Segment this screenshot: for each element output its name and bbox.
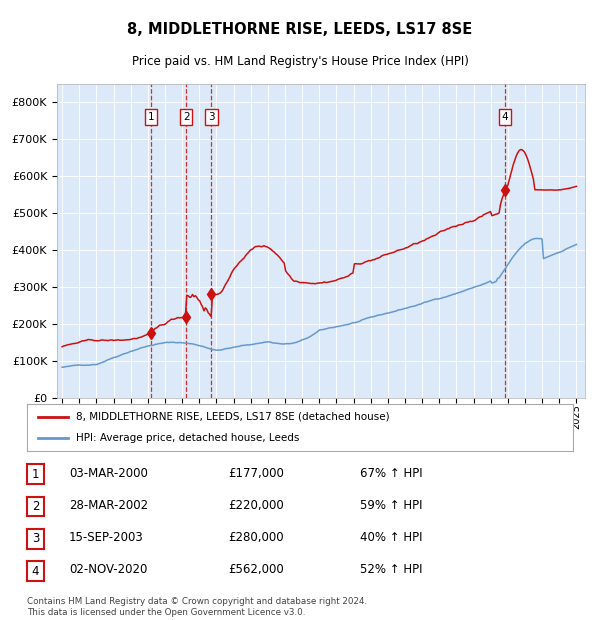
- Text: 3: 3: [32, 533, 39, 545]
- Text: 2: 2: [183, 112, 190, 122]
- Text: Contains HM Land Registry data © Crown copyright and database right 2024.
This d: Contains HM Land Registry data © Crown c…: [27, 598, 367, 617]
- Text: £177,000: £177,000: [228, 467, 284, 479]
- Text: 15-SEP-2003: 15-SEP-2003: [69, 531, 144, 544]
- Text: HPI: Average price, detached house, Leeds: HPI: Average price, detached house, Leed…: [76, 433, 299, 443]
- Text: 8, MIDDLETHORNE RISE, LEEDS, LS17 8SE (detached house): 8, MIDDLETHORNE RISE, LEEDS, LS17 8SE (d…: [76, 412, 390, 422]
- Text: 02-NOV-2020: 02-NOV-2020: [69, 564, 148, 576]
- Text: 67% ↑ HPI: 67% ↑ HPI: [360, 467, 422, 479]
- Text: 2: 2: [32, 500, 39, 513]
- Text: 4: 4: [502, 112, 508, 122]
- Text: 3: 3: [208, 112, 215, 122]
- Text: 59% ↑ HPI: 59% ↑ HPI: [360, 499, 422, 511]
- Text: Price paid vs. HM Land Registry's House Price Index (HPI): Price paid vs. HM Land Registry's House …: [131, 56, 469, 68]
- Text: 28-MAR-2002: 28-MAR-2002: [69, 499, 148, 511]
- Text: 1: 1: [32, 468, 39, 481]
- Text: 1: 1: [148, 112, 154, 122]
- Text: £280,000: £280,000: [228, 531, 284, 544]
- Text: £220,000: £220,000: [228, 499, 284, 511]
- Text: 52% ↑ HPI: 52% ↑ HPI: [360, 564, 422, 576]
- Text: 40% ↑ HPI: 40% ↑ HPI: [360, 531, 422, 544]
- Text: £562,000: £562,000: [228, 564, 284, 576]
- Text: 8, MIDDLETHORNE RISE, LEEDS, LS17 8SE: 8, MIDDLETHORNE RISE, LEEDS, LS17 8SE: [127, 22, 473, 37]
- Text: 4: 4: [32, 565, 39, 577]
- Text: 03-MAR-2000: 03-MAR-2000: [69, 467, 148, 479]
